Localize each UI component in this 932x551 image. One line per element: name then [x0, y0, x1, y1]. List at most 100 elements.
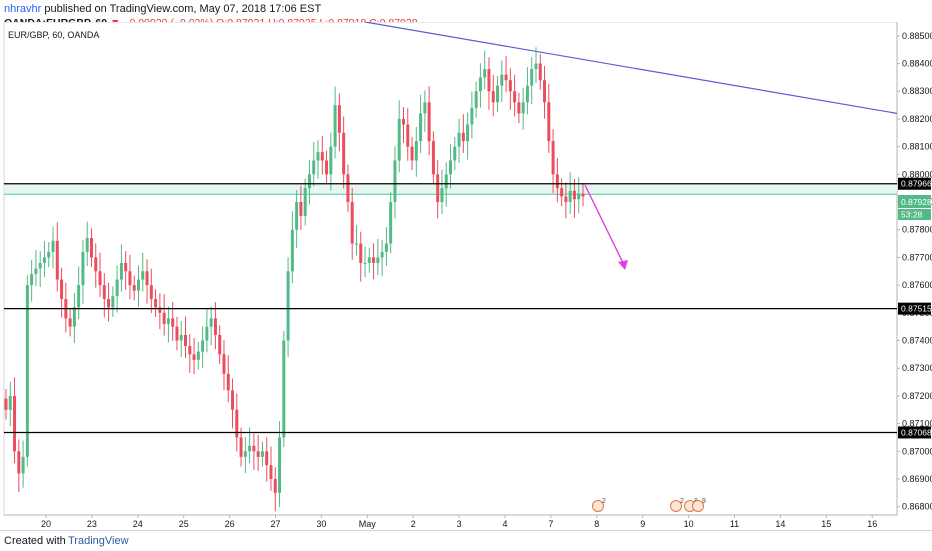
candle-body[interactable]	[397, 118, 401, 161]
candle-body[interactable]	[406, 124, 410, 147]
candle-body[interactable]	[201, 340, 205, 352]
candle-body[interactable]	[427, 102, 431, 142]
candle-body[interactable]	[449, 160, 452, 175]
candle-body[interactable]	[55, 240, 59, 280]
candle-body[interactable]	[94, 257, 98, 272]
candle-body[interactable]	[89, 238, 93, 258]
candle-body[interactable]	[461, 132, 465, 142]
calendar-event-icon[interactable]	[670, 500, 682, 512]
candle-body[interactable]	[256, 451, 260, 457]
candle-body[interactable]	[154, 298, 158, 308]
candle-body[interactable]	[414, 141, 418, 161]
candle-body[interactable]	[555, 174, 559, 189]
candle-body[interactable]	[239, 437, 243, 457]
candle-body[interactable]	[419, 113, 423, 142]
candle-body[interactable]	[196, 351, 200, 360]
candle-body[interactable]	[243, 451, 247, 457]
candle-body[interactable]	[436, 174, 440, 203]
candle-body[interactable]	[466, 124, 470, 142]
candle-body[interactable]	[107, 298, 111, 308]
candle-body[interactable]	[128, 271, 132, 286]
candle-body[interactable]	[513, 91, 517, 103]
author-link[interactable]: nhravhr	[4, 3, 42, 15]
candle-body[interactable]	[184, 334, 188, 347]
candle-body[interactable]	[543, 80, 547, 103]
candle-body[interactable]	[17, 451, 21, 474]
candle-body[interactable]	[551, 141, 555, 175]
candle-body[interactable]	[359, 243, 363, 263]
candle-body[interactable]	[162, 312, 166, 324]
candle-body[interactable]	[325, 160, 329, 175]
candle-body[interactable]	[188, 346, 192, 355]
candle-body[interactable]	[137, 279, 140, 291]
candle-body[interactable]	[453, 146, 457, 161]
candle-body[interactable]	[568, 190, 572, 203]
candle-body[interactable]	[342, 132, 346, 175]
candle-body[interactable]	[329, 146, 333, 175]
candle-body[interactable]	[521, 102, 525, 114]
candle-body[interactable]	[124, 262, 128, 272]
plot-area[interactable]	[3, 22, 898, 516]
candle-body[interactable]	[192, 354, 196, 360]
candle-body[interactable]	[564, 196, 568, 203]
candle-body[interactable]	[179, 334, 183, 341]
candle-body[interactable]	[517, 102, 521, 114]
candle-body[interactable]	[132, 285, 136, 291]
candle-body[interactable]	[111, 296, 115, 308]
candle-body[interactable]	[380, 251, 384, 258]
candle-body[interactable]	[470, 107, 474, 125]
candle-body[interactable]	[72, 307, 76, 327]
candle-body[interactable]	[372, 257, 376, 263]
candle-body[interactable]	[51, 240, 55, 252]
candle-body[interactable]	[483, 69, 487, 78]
candle-body[interactable]	[222, 354, 226, 374]
candle-body[interactable]	[21, 456, 25, 474]
candle-body[interactable]	[286, 271, 290, 341]
candle-body[interactable]	[81, 251, 85, 286]
candle-body[interactable]	[260, 451, 264, 457]
candle-body[interactable]	[478, 77, 482, 92]
candle-body[interactable]	[367, 257, 371, 263]
candle-body[interactable]	[141, 271, 145, 280]
candle-body[interactable]	[149, 285, 153, 299]
candle-body[interactable]	[30, 274, 34, 286]
candle-body[interactable]	[496, 85, 500, 103]
candle-body[interactable]	[337, 105, 341, 133]
candle-body[interactable]	[350, 202, 354, 244]
candle-body[interactable]	[282, 340, 286, 438]
candle-body[interactable]	[320, 152, 324, 161]
candle-body[interactable]	[389, 202, 393, 244]
candle-body[interactable]	[235, 409, 239, 438]
candle-body[interactable]	[13, 395, 17, 452]
candle-body[interactable]	[299, 202, 303, 216]
candle-body[interactable]	[530, 69, 534, 86]
candle-body[interactable]	[491, 91, 495, 103]
candle-body[interactable]	[500, 74, 504, 86]
candle-body[interactable]	[171, 318, 175, 327]
candle-body[interactable]	[68, 318, 72, 327]
price-chart[interactable]: 0.88500 0.88400 0.88300 0.88200 0.88100 0.880…	[0, 22, 932, 530]
candle-body[interactable]	[363, 262, 367, 264]
candle-body[interactable]	[307, 174, 311, 189]
candle-body[interactable]	[376, 257, 380, 263]
candle-body[interactable]	[410, 146, 414, 161]
candle-body[interactable]	[278, 437, 282, 493]
resistance-trendline[interactable]	[364, 22, 898, 114]
candle-body[interactable]	[115, 279, 119, 297]
tradingview-logo[interactable]: TradingView	[68, 535, 129, 547]
candle-body[interactable]	[508, 80, 512, 92]
candle-body[interactable]	[504, 74, 508, 81]
candle-body[interactable]	[354, 243, 358, 245]
candle-body[interactable]	[560, 188, 564, 197]
candle-body[interactable]	[42, 257, 46, 263]
candle-body[interactable]	[401, 118, 405, 125]
candle-body[interactable]	[8, 395, 12, 410]
candle-body[interactable]	[384, 243, 388, 252]
candle-body[interactable]	[431, 141, 435, 175]
candle-body[interactable]	[60, 279, 64, 299]
candle-body[interactable]	[252, 445, 256, 452]
candle-body[interactable]	[581, 193, 585, 197]
candle-body[interactable]	[119, 262, 123, 280]
candle-body[interactable]	[440, 188, 444, 203]
candle-body[interactable]	[218, 334, 222, 355]
